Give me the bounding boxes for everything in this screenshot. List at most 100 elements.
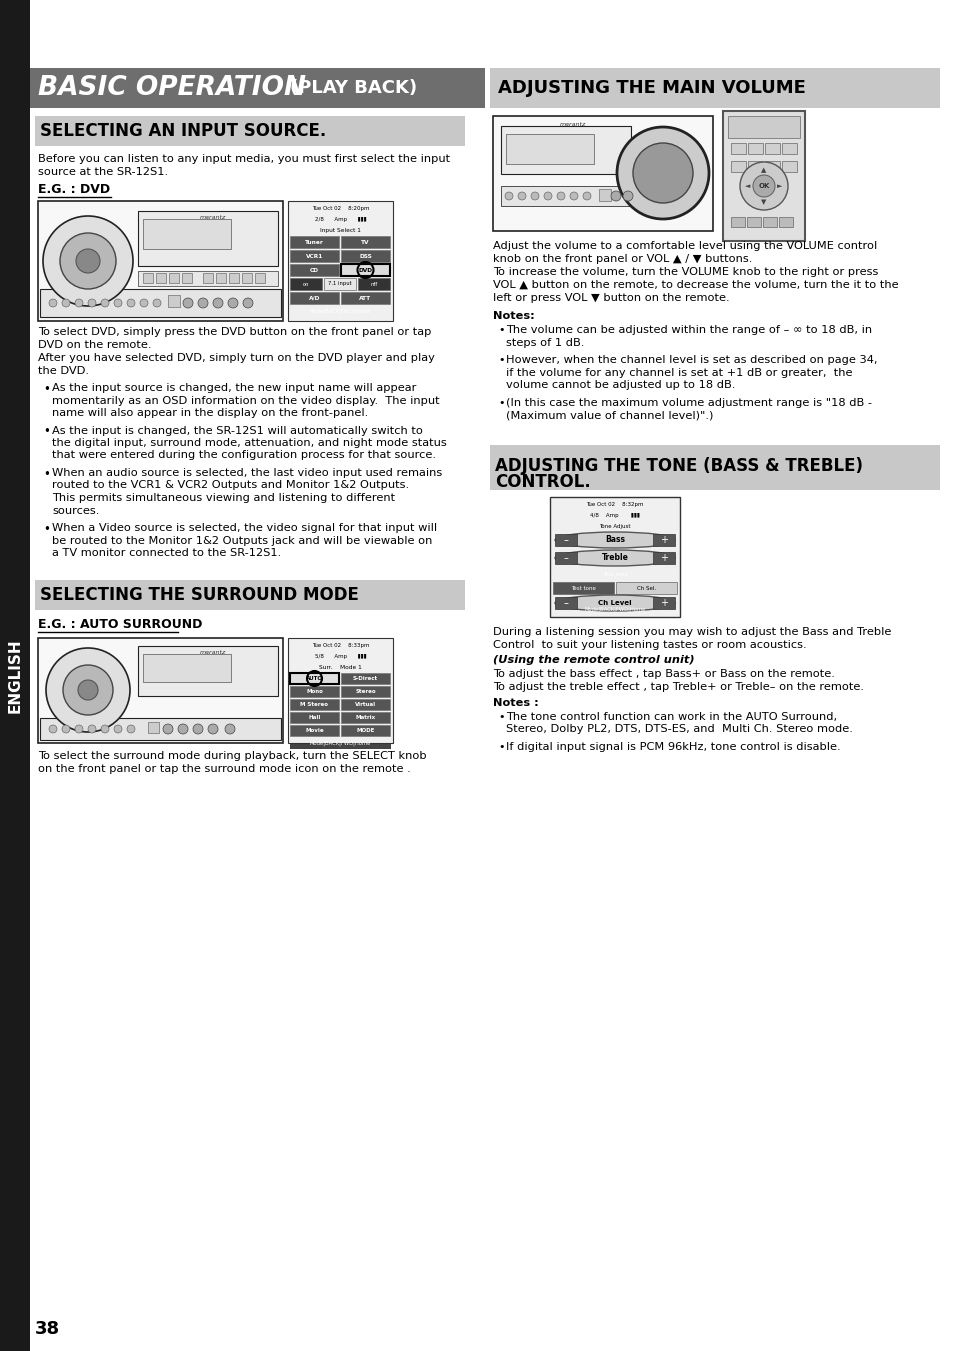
Text: E.G. : DVD: E.G. : DVD: [38, 182, 110, 196]
Bar: [215, 273, 226, 282]
Text: volume cannot be adjusted up to 18 dB.: volume cannot be adjusted up to 18 dB.: [505, 380, 735, 390]
Text: OK: OK: [758, 182, 769, 189]
Text: Test tone: Test tone: [602, 573, 627, 577]
Text: •: •: [497, 712, 504, 721]
Circle shape: [75, 299, 83, 307]
Bar: [290, 651, 391, 662]
Text: +: +: [659, 535, 667, 544]
Text: Tuner: Tuner: [305, 239, 324, 245]
Text: 5/8      Amp      ▮▮▮: 5/8 Amp ▮▮▮: [314, 654, 366, 659]
Text: 7.1 input: 7.1 input: [328, 281, 352, 286]
Bar: [722, 111, 804, 240]
Text: AUTO: AUTO: [306, 676, 323, 681]
Text: ►: ►: [777, 182, 781, 189]
Text: CONTROL.: CONTROL.: [495, 473, 590, 490]
Text: nff: nff: [370, 281, 377, 286]
Bar: [40, 289, 281, 317]
Circle shape: [193, 724, 203, 734]
Circle shape: [76, 249, 100, 273]
Circle shape: [49, 725, 57, 734]
Text: As the input source is changed, the new input name will appear: As the input source is changed, the new …: [52, 382, 416, 393]
Bar: [555, 597, 577, 609]
Text: Bass: Bass: [604, 535, 624, 544]
Circle shape: [557, 192, 564, 200]
Text: BASIC OPERATION: BASIC OPERATION: [38, 76, 306, 101]
Circle shape: [113, 299, 122, 307]
Text: During a listening session you may wish to adjust the Bass and Treble: During a listening session you may wish …: [493, 627, 890, 638]
Bar: [747, 161, 762, 172]
Bar: [779, 218, 792, 227]
Bar: [290, 278, 322, 290]
Text: Tone Adjust: Tone Adjust: [598, 524, 630, 530]
Circle shape: [75, 725, 83, 734]
Text: ATT: ATT: [359, 296, 371, 300]
Text: marantz: marantz: [200, 650, 226, 655]
Bar: [555, 553, 577, 563]
Bar: [747, 143, 762, 154]
Circle shape: [752, 176, 774, 197]
Text: To select the surround mode during playback, turn the SELECT knob: To select the surround mode during playb…: [38, 751, 426, 761]
Text: Before you can listen to any input media, you must first select the input: Before you can listen to any input media…: [38, 154, 450, 163]
Bar: [552, 509, 678, 521]
Circle shape: [228, 299, 237, 308]
Text: ADJUSTING THE MAIN VOLUME: ADJUSTING THE MAIN VOLUME: [497, 78, 805, 97]
Circle shape: [60, 232, 116, 289]
Text: the digital input, surround mode, attenuation, and night mode status: the digital input, surround mode, attenu…: [52, 438, 446, 449]
Text: on the front panel or tap the surround mode icon on the remote .: on the front panel or tap the surround m…: [38, 765, 411, 774]
Circle shape: [78, 680, 98, 700]
Text: Mode|BACK|FWD|Home: Mode|BACK|FWD|Home: [310, 740, 371, 746]
Text: on: on: [302, 281, 309, 286]
Text: •: •: [43, 382, 50, 396]
Text: (Maximum value of channel level)".): (Maximum value of channel level)".): [505, 409, 713, 420]
Text: Surr.    Mode 1: Surr. Mode 1: [319, 665, 361, 670]
Circle shape: [62, 725, 70, 734]
Bar: [652, 597, 675, 609]
Bar: [254, 273, 265, 282]
Text: CD: CD: [310, 267, 318, 273]
Bar: [340, 263, 390, 276]
Text: When a Video source is selected, the video signal for that input will: When a Video source is selected, the vid…: [52, 523, 436, 534]
Text: SELECTING AN INPUT SOURCE.: SELECTING AN INPUT SOURCE.: [40, 122, 326, 141]
Ellipse shape: [555, 550, 675, 566]
Bar: [290, 203, 391, 213]
Text: MODE: MODE: [355, 728, 375, 734]
Circle shape: [504, 192, 513, 200]
Bar: [652, 534, 675, 546]
Text: As the input is changed, the SR-12S1 will automatically switch to: As the input is changed, the SR-12S1 wil…: [52, 426, 422, 435]
Text: that were entered during the configuration process for that source.: that were entered during the configurati…: [52, 450, 436, 461]
Bar: [764, 161, 780, 172]
Circle shape: [569, 192, 578, 200]
Text: Ch Level: Ch Level: [598, 600, 631, 607]
Text: ENGLISH: ENGLISH: [8, 639, 23, 713]
Bar: [598, 189, 610, 201]
Circle shape: [617, 127, 708, 219]
Bar: [340, 712, 390, 723]
Bar: [550, 497, 679, 617]
Bar: [340, 698, 390, 711]
Text: knob on the front panel or VOL ▲ / ▼ buttons.: knob on the front panel or VOL ▲ / ▼ but…: [493, 254, 752, 263]
Circle shape: [101, 725, 109, 734]
Circle shape: [127, 725, 135, 734]
Bar: [290, 725, 338, 736]
Text: To select DVD, simply press the DVD button on the front panel or tap: To select DVD, simply press the DVD butt…: [38, 327, 431, 336]
Circle shape: [622, 190, 633, 201]
Text: Adjust the volume to a comfortable level using the VOLUME control: Adjust the volume to a comfortable level…: [493, 240, 877, 251]
Text: •: •: [43, 467, 50, 481]
Bar: [290, 698, 338, 711]
Bar: [143, 654, 231, 682]
Bar: [290, 292, 338, 304]
Text: To adjust the bass effect , tap Bass+ or Bass on the remote.: To adjust the bass effect , tap Bass+ or…: [493, 669, 834, 680]
Text: Input Select 1: Input Select 1: [319, 228, 360, 232]
Bar: [727, 116, 800, 138]
Bar: [290, 213, 391, 226]
Bar: [290, 305, 391, 317]
Text: ◄: ◄: [744, 182, 750, 189]
Bar: [357, 278, 390, 290]
Bar: [500, 126, 630, 174]
Bar: [340, 236, 390, 249]
Circle shape: [531, 192, 538, 200]
Text: –: –: [563, 535, 568, 544]
Bar: [229, 273, 239, 282]
Text: the DVD.: the DVD.: [38, 366, 89, 376]
Circle shape: [88, 725, 96, 734]
